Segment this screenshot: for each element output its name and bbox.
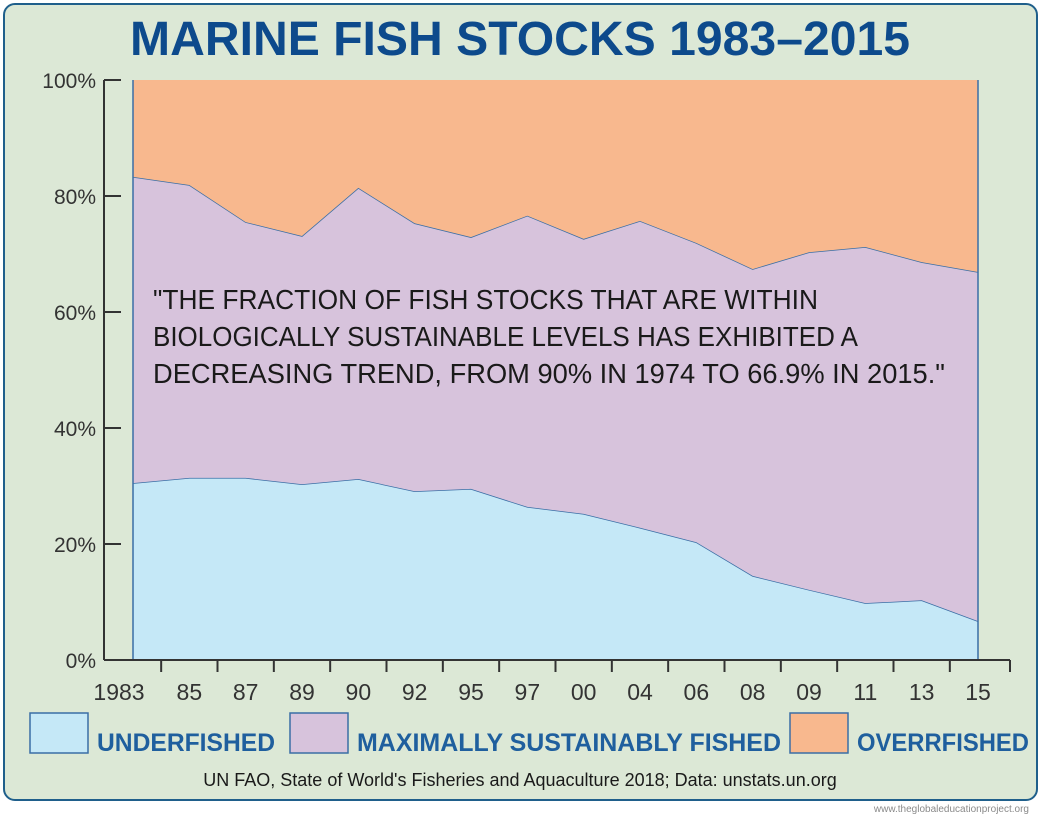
chart-title: MARINE FISH STOCKS 1983–2015 (130, 13, 910, 66)
x-tick-label: 00 (571, 679, 597, 705)
annotation-text: DECREASING TREND, FROM 90% IN 1974 TO 66… (153, 358, 945, 389)
legend-label: MAXIMALLY SUSTAINABLY FISHED (357, 729, 781, 757)
legend-swatch (29, 712, 89, 754)
annotation-text: BIOLOGICALLY SUSTAINABLE LEVELS HAS EXHI… (153, 321, 858, 352)
x-tick-label: 13 (909, 679, 935, 705)
x-tick-label: 1983 (93, 679, 144, 705)
y-tick-label: 60% (54, 302, 96, 325)
x-tick-label: 06 (684, 679, 710, 705)
y-tick-label: 20% (54, 534, 96, 557)
y-tick-label: 0% (66, 650, 96, 673)
x-tick-label: 09 (796, 679, 822, 705)
source-note: UN FAO, State of World's Fisheries and A… (203, 770, 836, 790)
legend-label: OVERRFISHED (857, 729, 1029, 757)
x-tick-label: 04 (627, 679, 653, 705)
y-tick-label: 80% (54, 186, 96, 209)
area-0 (133, 477, 978, 660)
x-tick-label: 11 (853, 679, 877, 705)
watermark: www.theglobaleducationproject.org (873, 804, 1029, 815)
x-tick-label: 15 (965, 679, 991, 705)
x-tick-label: 97 (515, 679, 541, 705)
x-tick-label: 89 (289, 679, 315, 705)
x-tick-label: 90 (346, 679, 372, 705)
x-tick-label: 87 (233, 679, 259, 705)
legend-swatch (789, 712, 849, 754)
x-tick-label: 92 (402, 679, 428, 705)
annotation-text: "THE FRACTION OF FISH STOCKS THAT ARE WI… (153, 284, 818, 315)
x-tick-label: 85 (177, 679, 203, 705)
legend-label: UNDERFISHED (97, 729, 275, 757)
y-tick-label: 100% (42, 70, 96, 93)
legend-swatch (289, 712, 349, 754)
y-tick-label: 40% (54, 418, 96, 441)
area-1 (133, 176, 978, 622)
x-tick-label: 08 (740, 679, 766, 705)
x-tick-label: 95 (458, 679, 484, 705)
area-2 (133, 80, 978, 272)
